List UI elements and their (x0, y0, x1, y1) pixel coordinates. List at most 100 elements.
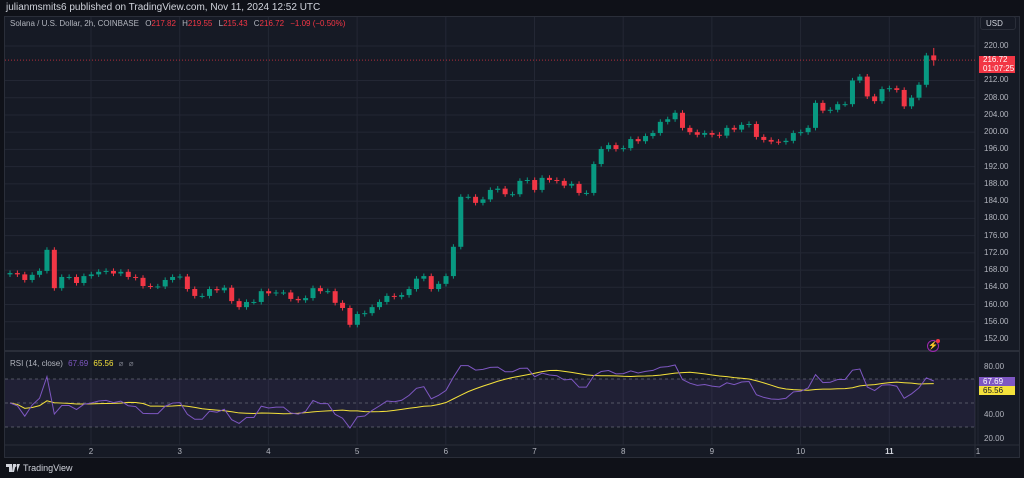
current-price: 216.72 (983, 55, 1008, 64)
rsi-ma-value: 65.56 (93, 359, 114, 368)
candle-body (273, 292, 279, 294)
candle-body (362, 313, 368, 315)
candle-body (761, 136, 767, 140)
candle-body (716, 134, 722, 136)
close-label: C (253, 19, 260, 28)
candle-body (221, 287, 227, 291)
candle-body (310, 288, 316, 299)
candle-body (7, 273, 13, 275)
candle-body (140, 277, 146, 287)
high-label: H (182, 19, 188, 28)
candle-body (88, 274, 94, 277)
candle-body (118, 271, 124, 274)
candle-body (177, 276, 183, 278)
candle-body (369, 307, 375, 314)
candle-body (251, 301, 257, 303)
candle-body (894, 88, 900, 90)
grid (5, 17, 1019, 457)
candle-body (325, 291, 331, 293)
candle-countdown: 01:07:25 (983, 63, 1015, 73)
candle-body (694, 132, 700, 135)
rsi-legend[interactable]: RSI (14, close) 67.69 65.56 ⌀ ⌀ (10, 359, 134, 368)
candle-body (133, 276, 139, 278)
candle-body (480, 199, 486, 203)
footer-brand: TradingView (23, 463, 73, 473)
price-tick-label: 204.00 (984, 109, 1009, 119)
candle-body (399, 295, 405, 297)
candle-body (835, 104, 841, 110)
candle-body (465, 196, 471, 198)
candle-body (413, 278, 419, 290)
candle-body (192, 289, 198, 296)
rsi-band-fill (5, 379, 975, 427)
time-tick-label: 9 (709, 447, 715, 456)
candle-body (524, 180, 530, 182)
price-tick-label: 160.00 (984, 299, 1009, 309)
candle-body (798, 132, 804, 134)
candle-body (739, 124, 745, 130)
candle-body (347, 307, 353, 325)
candle-body (266, 291, 272, 294)
rsi-tick-label: 20.00 (984, 434, 1005, 443)
price-tick-label: 164.00 (984, 282, 1009, 292)
candle-body (709, 133, 715, 135)
candle-body (502, 188, 508, 195)
candle-body (872, 96, 878, 102)
candle-body (391, 295, 397, 297)
time-tick-label: 10 (796, 447, 806, 456)
candle-body (598, 148, 604, 165)
candle-body (74, 276, 80, 283)
currency-button[interactable]: USD (980, 16, 1016, 30)
candle-body (14, 273, 20, 275)
candle-body (702, 133, 708, 135)
price-tick-label: 188.00 (984, 178, 1009, 188)
candle-body (813, 102, 819, 128)
candle-body (931, 55, 937, 61)
candle-body (539, 177, 545, 190)
candle-body (22, 274, 28, 280)
candle-body (620, 148, 626, 150)
candle-body (384, 295, 390, 302)
candle-body (66, 276, 72, 278)
candle-body (317, 288, 323, 292)
candle-body (643, 136, 649, 142)
candle-body (170, 276, 176, 280)
candle-body (288, 292, 294, 299)
candle-body (37, 270, 43, 275)
candle-body (495, 188, 501, 190)
candle-body (613, 145, 619, 149)
candle-body (606, 145, 612, 149)
candle-body (162, 279, 168, 287)
candle-body (679, 112, 685, 128)
low-value: 215.43 (223, 19, 248, 28)
candle-body (354, 314, 360, 325)
time-tick-label: 4 (266, 447, 271, 456)
candle-body (125, 271, 131, 277)
candle-body (377, 301, 382, 308)
candle-body (628, 139, 634, 149)
candle-body (886, 88, 892, 90)
candle-body (473, 196, 479, 203)
candle-body (510, 194, 516, 196)
candle-body (909, 97, 915, 107)
rsi-tick-label: 80.00 (984, 362, 1005, 371)
candles (7, 47, 937, 328)
price-tick-label: 156.00 (984, 316, 1009, 326)
time-tick-label: 1 (975, 447, 981, 456)
candle-body (783, 140, 789, 143)
low-label: L (218, 19, 224, 28)
lightning-alert-icon[interactable]: ⚡ (927, 339, 940, 352)
price-tick-label: 220.00 (984, 41, 1009, 50)
rsi-extra-1: ⌀ (118, 359, 124, 368)
rsi-extra-2: ⌀ (128, 359, 134, 368)
open-value: 217.82 (151, 19, 176, 28)
candle-body (110, 270, 116, 274)
candle-body (724, 127, 730, 136)
time-tick-label: 6 (443, 447, 449, 456)
candle-body (421, 276, 427, 279)
candle-body (280, 292, 286, 294)
candle-body (842, 104, 848, 106)
candle-body (790, 133, 796, 141)
price-tick-label: 152.00 (984, 334, 1009, 343)
